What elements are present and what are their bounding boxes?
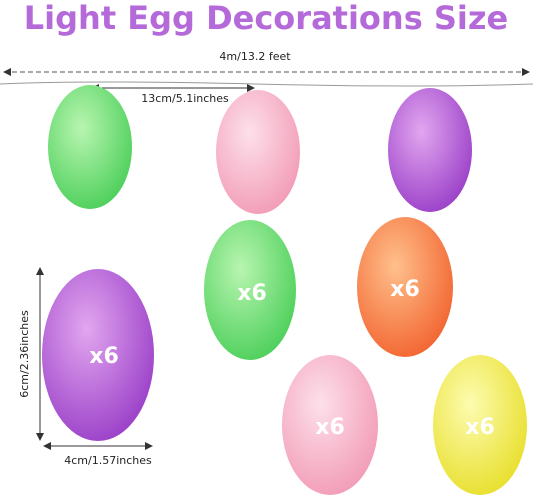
egg-count: x6: [237, 281, 267, 306]
egg: [282, 355, 378, 495]
egg: [48, 85, 132, 209]
egg: [216, 90, 300, 214]
length-label: 4m/13.2 feet: [219, 50, 291, 63]
spacing-label: 13cm/5.1inches: [141, 92, 229, 105]
wire: [0, 81, 533, 87]
egg-count: x6: [390, 277, 420, 302]
egg: [388, 88, 472, 212]
egg: [204, 220, 296, 360]
height-label: 6cm/2.36inches: [18, 310, 31, 398]
egg: [42, 269, 154, 441]
width-label: 4cm/1.57inches: [64, 454, 152, 467]
egg: [357, 217, 453, 357]
egg-count: x6: [465, 415, 495, 440]
title: Light Egg Decorations Size: [24, 0, 508, 37]
egg-count: x6: [315, 415, 345, 440]
egg: [433, 355, 527, 495]
egg-count: x6: [89, 344, 119, 369]
